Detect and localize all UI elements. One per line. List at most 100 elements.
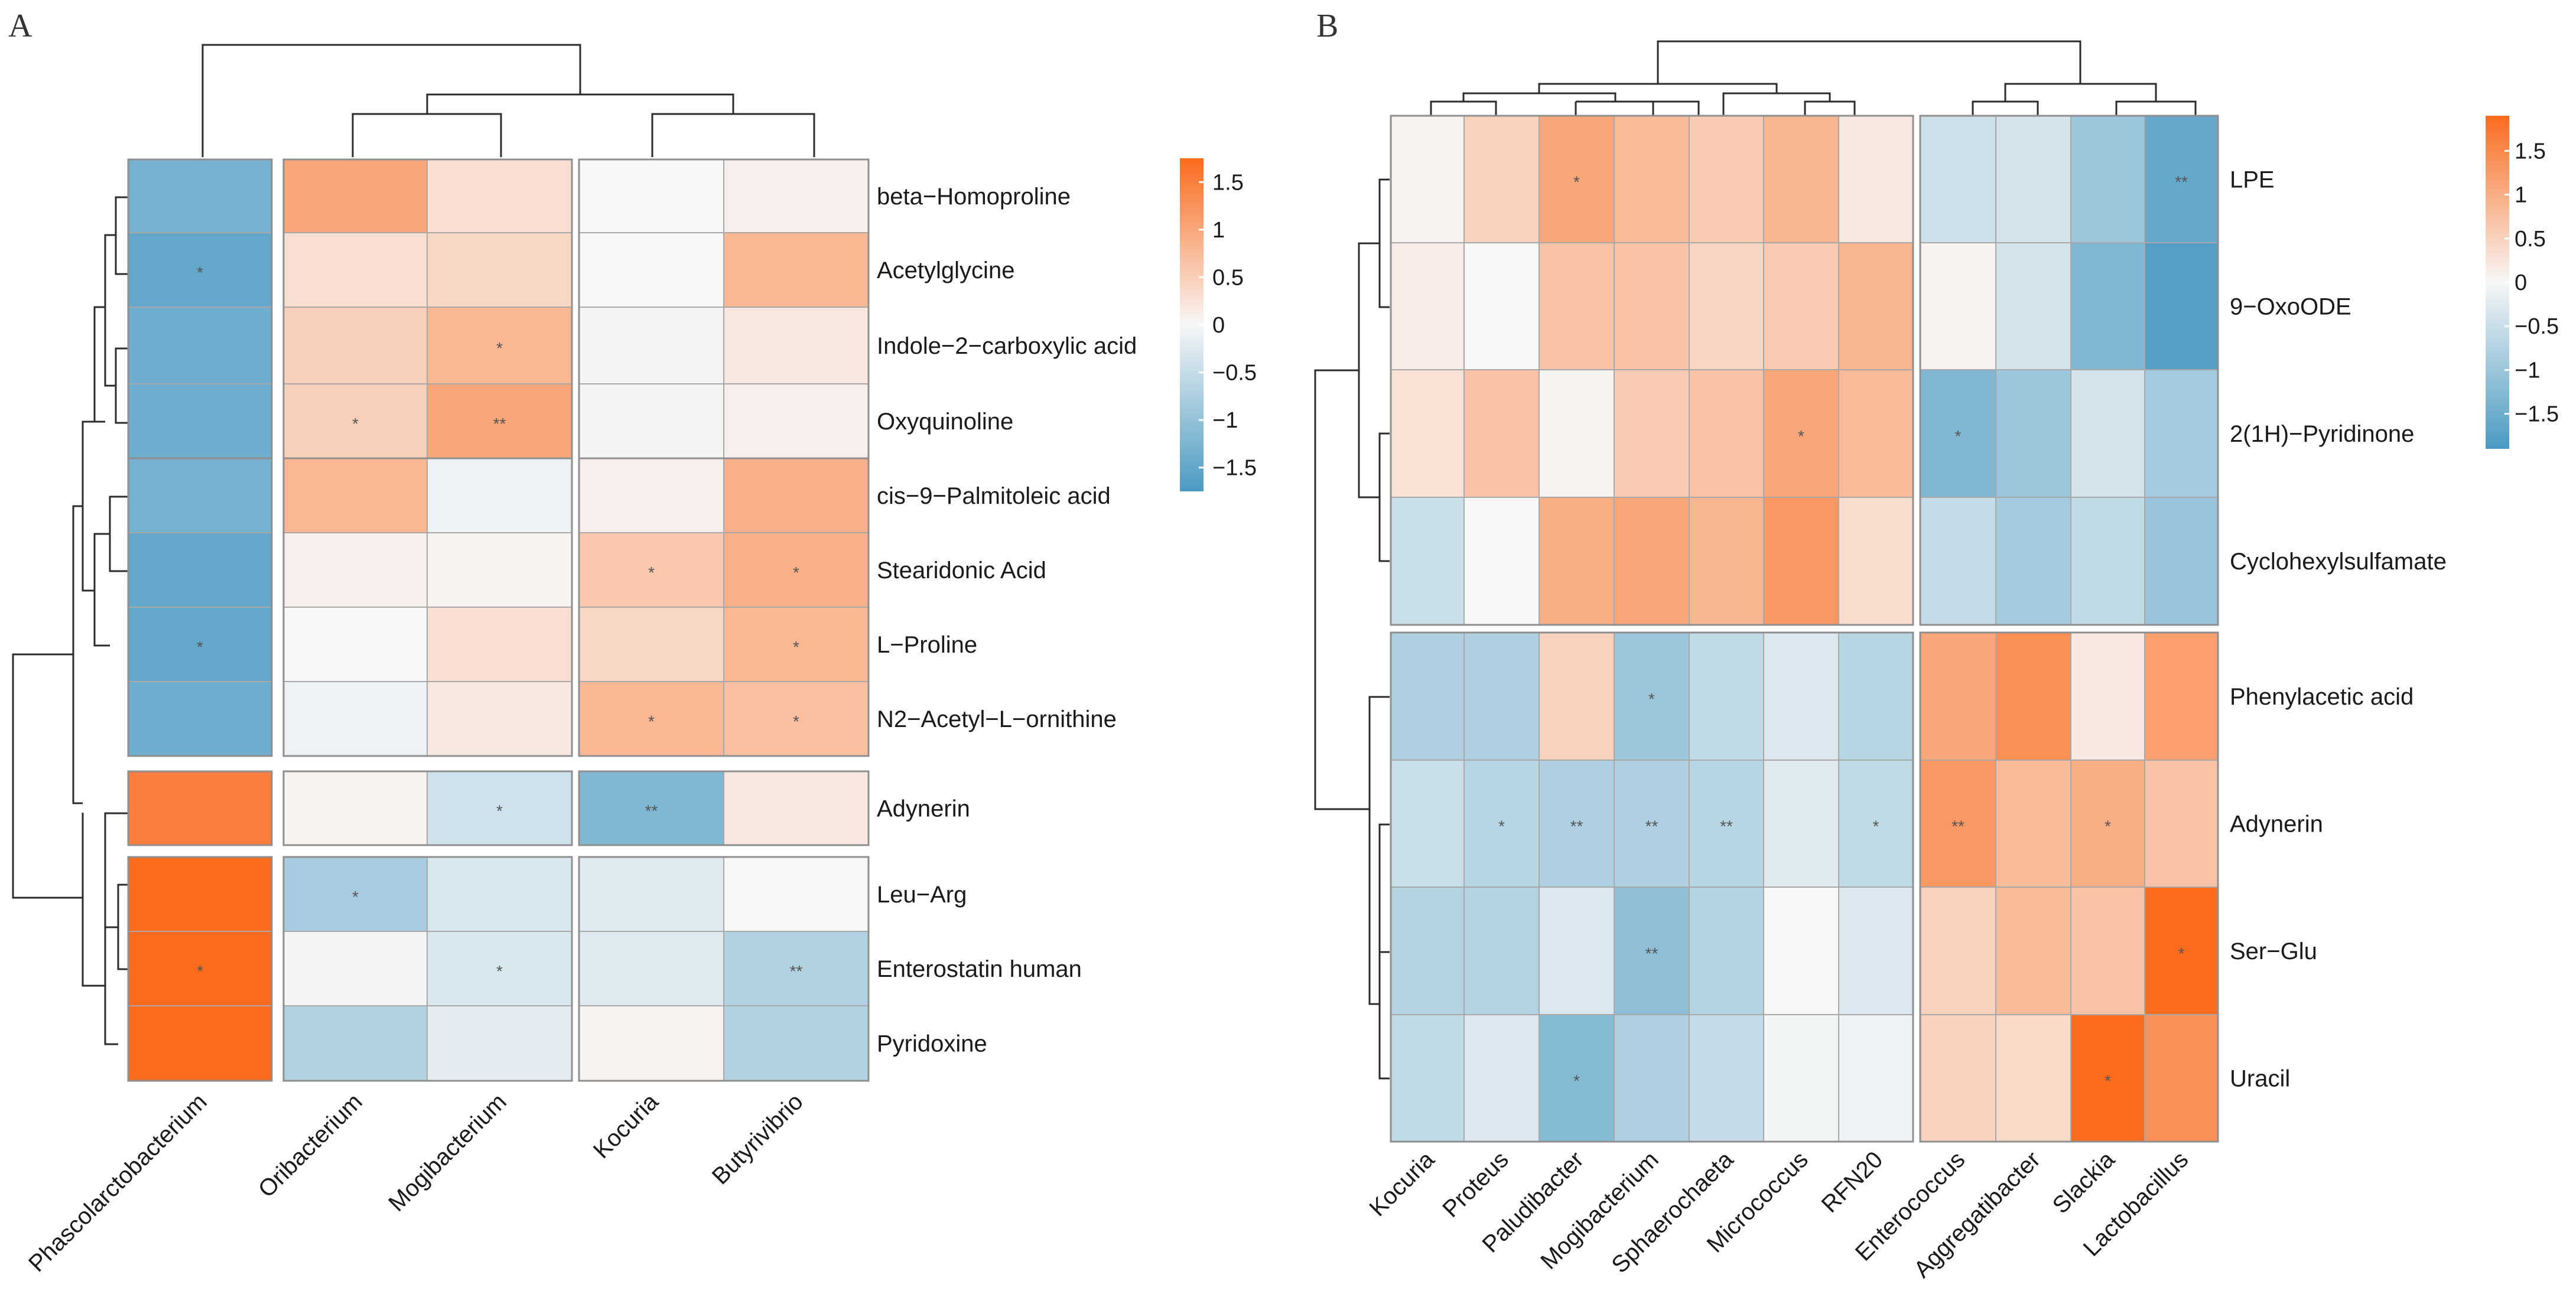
heatmap-cell-a-r11-c0 bbox=[128, 1005, 272, 1081]
column-label-a-1: Oribacterium bbox=[253, 1088, 367, 1202]
heatmap-cell-a-r9-c0 bbox=[128, 856, 272, 932]
heatmap-cell-b-r2-c2 bbox=[1539, 369, 1615, 498]
row-label-b-6: Ser−Glu bbox=[2230, 938, 2317, 964]
heatmap-cell-b-r3-c10 bbox=[2144, 497, 2219, 625]
row-label-a-11: Pyridoxine bbox=[877, 1031, 987, 1057]
significance-mark-a-r8-c2: * bbox=[496, 802, 503, 820]
row-label-a-0: beta−Homoproline bbox=[877, 184, 1071, 210]
cluster-block-a-2-1 bbox=[282, 770, 573, 846]
row-label-a-8: Adynerin bbox=[877, 796, 970, 822]
row-label-a-1: Acetylglycine bbox=[877, 258, 1014, 283]
column-label-b-9: Slackia bbox=[2048, 1146, 2120, 1219]
heatmap-cell-a-r7-c4 bbox=[723, 681, 869, 757]
significance-mark-b-r6-c3: ** bbox=[1645, 944, 1658, 963]
heatmap-cell-b-r3-c8 bbox=[1995, 497, 2071, 625]
heatmap-cell-b-r3-c2 bbox=[1539, 497, 1615, 625]
heatmap-cell-a-r6-c4 bbox=[723, 607, 869, 682]
row-label-b-0: LPE bbox=[2230, 167, 2275, 193]
heatmap-cell-b-r7-c3 bbox=[1614, 1014, 1690, 1142]
heatmap-cell-b-r3-c6 bbox=[1838, 497, 1914, 625]
column-label-b-0: Kocuria bbox=[1364, 1146, 1440, 1222]
panel-a-column-dendrogram bbox=[201, 44, 815, 157]
heatmap-cell-b-r0-c9 bbox=[2070, 115, 2145, 243]
heatmap-cell-a-r9-c4 bbox=[723, 856, 869, 932]
cluster-block-a-1-0 bbox=[127, 457, 273, 757]
significance-mark-b-r0-c10: ** bbox=[2175, 173, 2188, 191]
cluster-block-a-2-2 bbox=[578, 770, 870, 846]
heatmap-cell-b-r6-c8 bbox=[1995, 886, 2071, 1015]
column-label-a-0: Phascolarctobacterium bbox=[24, 1088, 212, 1277]
heatmap-cell-a-r11-c1 bbox=[283, 1005, 428, 1081]
legend-tick-label-b-0: 1.5 bbox=[2515, 139, 2546, 164]
heatmap-cell-a-r2-c1 bbox=[283, 307, 428, 384]
significance-mark-a-r7-c4: * bbox=[793, 712, 799, 731]
cluster-block-a-1-2 bbox=[578, 457, 870, 757]
column-label-a-3: Kocuria bbox=[588, 1088, 664, 1164]
column-label-b-8: Aggregatibacter bbox=[1909, 1146, 2045, 1283]
heatmap-cell-a-r11-c3 bbox=[578, 1005, 724, 1081]
heatmap-cell-b-r7-c2 bbox=[1539, 1014, 1615, 1142]
legend-tick-label-a-0: 1.5 bbox=[1212, 170, 1244, 195]
heatmap-cell-a-r5-c2 bbox=[427, 532, 573, 608]
heatmap-cell-a-r3-c1 bbox=[283, 383, 428, 459]
panel-b-letter: B bbox=[1316, 8, 1338, 44]
heatmap-cell-b-r1-c10 bbox=[2144, 242, 2219, 370]
heatmap-cell-a-r3-c0 bbox=[128, 383, 272, 459]
legend-tick-label-b-2: 0.5 bbox=[2515, 227, 2546, 252]
significance-mark-a-r9-c1: * bbox=[352, 888, 359, 906]
heatmap-cell-b-r6-c7 bbox=[1920, 886, 1996, 1015]
panel-b-heatmap: * *** *** ** ** ** * ** *** ** *LPE9−OxoODE2(1H)−P… bbox=[1364, 115, 2559, 1283]
significance-mark-a-r5-c4: * bbox=[793, 563, 799, 582]
heatmap-cell-b-r6-c9 bbox=[2070, 886, 2145, 1015]
heatmap-cell-b-r3-c7 bbox=[1920, 497, 1996, 625]
heatmap-cell-b-r5-c5 bbox=[1763, 760, 1839, 888]
heatmap-cell-b-r3-c3 bbox=[1614, 497, 1690, 625]
heatmap-cell-a-r1-c3 bbox=[578, 232, 724, 308]
heatmap-cell-b-r5-c1 bbox=[1463, 760, 1540, 888]
significance-mark-a-r6-c4: * bbox=[793, 638, 799, 656]
heatmap-cell-b-r3-c1 bbox=[1463, 497, 1540, 625]
column-label-a-2: Mogibacterium bbox=[383, 1088, 512, 1217]
cluster-block-a-3-0 bbox=[127, 856, 273, 1082]
heatmap-cell-a-r6-c3 bbox=[578, 607, 724, 682]
heatmap-cell-b-r0-c7 bbox=[1920, 115, 1996, 243]
heatmap-cell-a-r5-c1 bbox=[283, 532, 428, 608]
significance-mark-a-r10-c0: * bbox=[197, 962, 203, 980]
heatmap-cell-b-r5-c4 bbox=[1689, 760, 1764, 888]
cluster-block-b-0-0 bbox=[1390, 115, 1914, 626]
heatmap-cell-a-r2-c4 bbox=[723, 307, 869, 384]
heatmap-cell-b-r4-c10 bbox=[2144, 632, 2219, 761]
heatmap-cell-b-r6-c1 bbox=[1463, 886, 1540, 1015]
significance-mark-a-r7-c3: * bbox=[648, 712, 655, 731]
heatmap-cell-a-r7-c2 bbox=[427, 681, 573, 757]
significance-mark-a-r10-c2: * bbox=[496, 962, 503, 980]
row-label-b-2: 2(1H)−Pyridinone bbox=[2230, 421, 2414, 447]
significance-mark-a-r10-c4: ** bbox=[790, 962, 803, 980]
heatmap-cell-a-r9-c2 bbox=[427, 856, 573, 932]
heatmap-cell-b-r6-c2 bbox=[1539, 886, 1615, 1015]
significance-mark-b-r2-c7: * bbox=[1955, 427, 1962, 445]
legend-tick-label-a-5: −1 bbox=[1212, 408, 1238, 433]
heatmap-cell-b-r1-c2 bbox=[1539, 242, 1615, 370]
heatmap-cell-b-r4-c4 bbox=[1689, 632, 1764, 761]
cluster-block-a-3-2 bbox=[578, 856, 870, 1082]
heatmap-cell-a-r8-c4 bbox=[723, 771, 869, 846]
panel-b-row-dendrogram bbox=[1314, 178, 1390, 1080]
significance-mark-a-r1-c0: * bbox=[197, 263, 203, 282]
heatmap-cell-a-r4-c1 bbox=[283, 458, 428, 533]
heatmap-cell-b-r7-c6 bbox=[1838, 1014, 1914, 1142]
heatmap-cell-a-r4-c3 bbox=[578, 458, 724, 533]
significance-mark-b-r5-c3: ** bbox=[1645, 817, 1658, 836]
heatmap-cell-b-r1-c1 bbox=[1463, 242, 1540, 370]
heatmap-cell-b-r7-c8 bbox=[1995, 1014, 2071, 1142]
heatmap-cell-a-r9-c1 bbox=[283, 856, 428, 932]
heatmap-cell-a-r11-c2 bbox=[427, 1005, 573, 1081]
heatmap-cell-b-r7-c4 bbox=[1689, 1014, 1764, 1142]
legend-tick-label-a-4: −0.5 bbox=[1212, 361, 1257, 386]
heatmap-cell-b-r4-c9 bbox=[2070, 632, 2145, 761]
significance-mark-b-r7-c2: * bbox=[1573, 1072, 1580, 1090]
heatmap-cell-b-r3-c0 bbox=[1390, 497, 1465, 625]
row-label-a-2: Indole−2−carboxylic acid bbox=[877, 333, 1137, 359]
heatmap-cell-b-r7-c9 bbox=[2070, 1014, 2145, 1142]
heatmap-cell-b-r4-c7 bbox=[1920, 632, 1996, 761]
